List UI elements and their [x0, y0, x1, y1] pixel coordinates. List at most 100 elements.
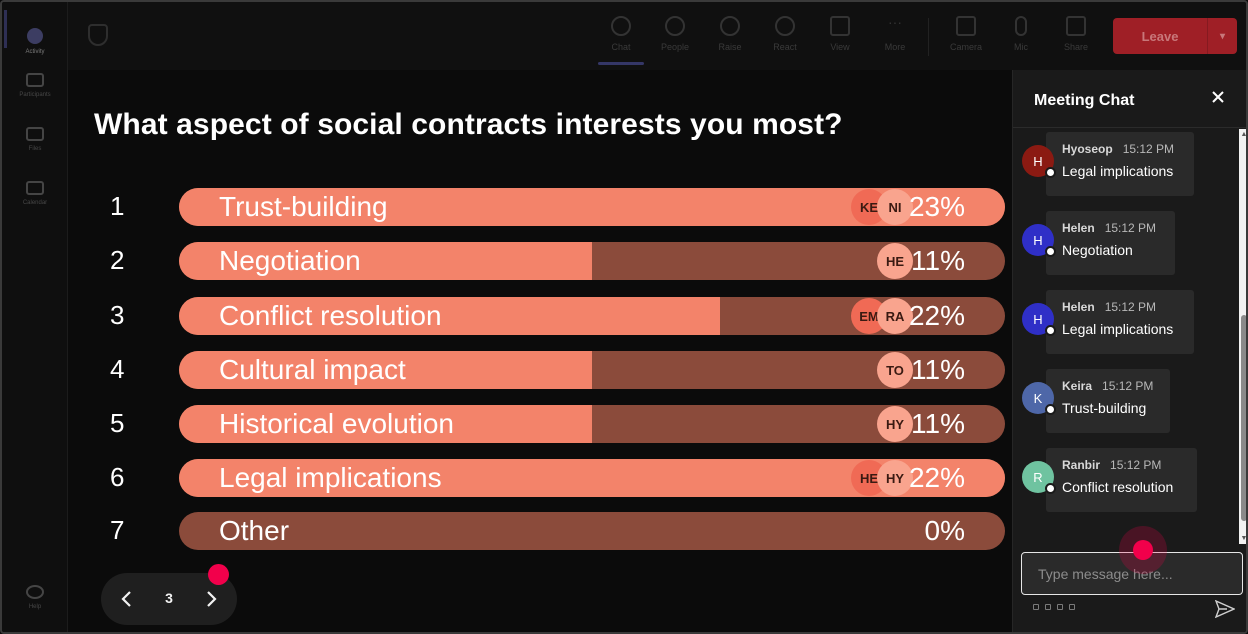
option-percent: 11% [911, 354, 965, 385]
emoji-icon[interactable] [1057, 604, 1063, 610]
mic-button[interactable]: Mic [998, 14, 1044, 60]
option-number: 4 [110, 354, 125, 384]
voter-avatar: RA [877, 298, 913, 334]
poll-option[interactable]: 5 Historical evolution HY 11% [70, 405, 1010, 443]
share-button[interactable]: Share [1053, 14, 1099, 60]
format-icon[interactable] [1033, 604, 1039, 610]
option-bar-fill [179, 297, 721, 335]
poll-option[interactable]: 2 Negotiation HE 11% [70, 242, 1010, 280]
rail-item-help[interactable]: Help [2, 572, 68, 622]
option-label: Cultural impact [219, 354, 406, 385]
poll-option[interactable]: 3 Conflict resolution RA EM 22% [70, 297, 1010, 335]
chevron-down-icon[interactable]: ▾ [1207, 18, 1237, 54]
message-text: Conflict resolution [1062, 479, 1174, 495]
option-bar-fill [179, 242, 592, 280]
poll-option[interactable]: 6 Legal implications HY HE 22% [70, 459, 1010, 497]
chevron-left-icon[interactable] [114, 586, 140, 612]
message-text: Negotiation [1062, 242, 1133, 258]
message-bubble: Hyoseop 15:12 PM Legal implications [1046, 132, 1194, 196]
ellipsis-icon: ··· [888, 14, 902, 30]
option-bar[interactable]: Cultural impact TO 11% [179, 351, 1005, 389]
scrollbar-thumb[interactable] [1241, 315, 1246, 521]
voter-avatars: HY [877, 406, 913, 442]
voter-avatars: HY HE [851, 460, 913, 496]
leave-button[interactable]: Leave ▾ [1113, 18, 1237, 54]
message-bubble: Helen 15:12 PM Legal implications [1046, 290, 1194, 354]
help-icon [26, 584, 44, 599]
toolbar-divider [928, 18, 929, 56]
option-bar-fill [179, 405, 592, 443]
message-time: 15:12 PM [1104, 221, 1157, 235]
close-icon[interactable] [1209, 89, 1227, 107]
format-toolbar [1033, 604, 1075, 610]
message-author: Helen [1062, 300, 1095, 314]
message-text: Legal implications [1062, 163, 1174, 179]
chat-header: Meeting Chat [1013, 70, 1246, 128]
option-bar[interactable]: Legal implications HY HE 22% [179, 459, 1005, 497]
scroll-down-icon[interactable]: ▼ [1240, 535, 1248, 542]
presence-status-icon [1045, 483, 1056, 494]
gif-icon[interactable] [1069, 604, 1075, 610]
message-bubble: Keira 15:12 PM Trust-building [1046, 369, 1170, 433]
avatar: H [1022, 224, 1054, 256]
option-bar[interactable]: Negotiation HE 11% [179, 242, 1005, 280]
message-time: 15:12 PM [1110, 458, 1162, 472]
voter-avatar: HY [877, 460, 913, 496]
voter-avatar: NI [877, 189, 913, 225]
attach-icon[interactable] [1045, 604, 1051, 610]
chat-scrollbar[interactable]: ▲ ▼ [1239, 129, 1248, 544]
chat-message: Helen 15:12 PM Legal implications H [1013, 290, 1239, 354]
message-meta: Hyoseop 15:12 PM [1062, 142, 1178, 156]
message-meta: Ranbir 15:12 PM [1062, 458, 1181, 472]
voter-avatar: TO [877, 352, 913, 388]
message-text: Trust-building [1062, 400, 1147, 416]
rail-active-indicator [4, 10, 7, 48]
rail-item-files[interactable]: Files [2, 114, 68, 164]
chat-button[interactable]: Chat [598, 14, 644, 60]
option-percent: 11% [911, 408, 965, 439]
camera-button[interactable]: Camera [943, 14, 989, 60]
option-bar[interactable]: Conflict resolution RA EM 22% [179, 297, 1005, 335]
option-label: Historical evolution [219, 408, 454, 439]
chat-message: Ranbir 15:12 PM Conflict resolution R [1013, 448, 1239, 512]
message-input[interactable] [1022, 553, 1242, 594]
option-percent: 0% [924, 515, 965, 546]
poll-option[interactable]: 7 Other 0% [70, 512, 1010, 550]
send-icon[interactable] [1214, 599, 1236, 619]
raise-hand-button[interactable]: Raise [707, 14, 753, 60]
presence-status-icon [1045, 404, 1056, 415]
share-screen-icon [1066, 16, 1086, 36]
message-compose-box[interactable] [1021, 552, 1243, 595]
rail-item-calendar[interactable]: Calendar [2, 168, 68, 218]
rail-item-participants[interactable]: Participants [2, 60, 68, 110]
leave-label: Leave [1141, 28, 1179, 44]
option-bar[interactable]: Historical evolution HY 11% [179, 405, 1005, 443]
message-author: Helen [1062, 221, 1095, 235]
option-percent: 22% [908, 300, 965, 331]
message-time: 15:12 PM [1102, 379, 1154, 393]
rail-item-activity[interactable]: Activity [2, 16, 68, 66]
option-number: 1 [110, 191, 125, 221]
poll-option[interactable]: 4 Cultural impact TO 11% [70, 351, 1010, 389]
option-percent: 23% [908, 191, 965, 222]
poll-option[interactable]: 1 Trust-building NI KE 23% [70, 188, 1010, 226]
chevron-right-icon[interactable] [198, 586, 224, 612]
view-button[interactable]: View [817, 14, 863, 60]
people-button[interactable]: People [652, 14, 698, 60]
option-bar[interactable]: Other 0% [179, 512, 1005, 550]
more-button[interactable]: ··· More [884, 14, 906, 52]
option-bar[interactable]: Trust-building NI KE 23% [179, 188, 1005, 226]
option-number: 6 [110, 462, 125, 492]
option-number: 3 [110, 300, 125, 330]
shield-icon [88, 24, 108, 46]
smiley-icon [775, 16, 795, 36]
option-bar-fill [179, 351, 592, 389]
voter-avatars: HE [877, 243, 913, 279]
files-icon [26, 126, 44, 141]
option-label: Conflict resolution [219, 300, 442, 331]
react-button[interactable]: React [762, 14, 808, 60]
voter-avatar: HY [877, 406, 913, 442]
scroll-up-icon[interactable]: ▲ [1240, 131, 1248, 138]
option-label: Negotiation [219, 245, 361, 276]
